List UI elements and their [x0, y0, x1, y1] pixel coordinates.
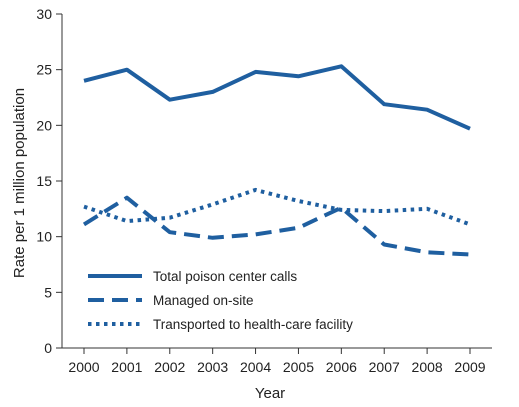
- x-tick-label: 2001: [111, 359, 142, 375]
- y-tick-label: 0: [44, 340, 52, 356]
- series-line-1: [83, 64, 471, 131]
- x-tick-label: 2009: [454, 359, 485, 375]
- y-axis-title: Rate per 1 million population: [11, 88, 28, 278]
- y-tick-label: 15: [36, 173, 52, 189]
- x-tick-label: 2007: [369, 359, 400, 375]
- x-tick-label: 2003: [197, 359, 228, 375]
- series-line-2: [82, 195, 471, 257]
- y-tick-label: 30: [36, 6, 52, 22]
- x-tick-label: 2004: [240, 359, 271, 375]
- legend-label-1: Total poison center calls: [153, 269, 297, 284]
- x-tick-label: 2002: [154, 359, 185, 375]
- x-tick-label: 2008: [412, 359, 443, 375]
- x-tick-label: 2000: [68, 359, 99, 375]
- x-tick-label: 2006: [326, 359, 357, 375]
- y-tick-label: 10: [36, 229, 52, 245]
- y-tick-label: 20: [36, 117, 52, 133]
- y-tick-label: 25: [36, 62, 52, 78]
- x-axis-title: Year: [255, 385, 285, 402]
- legend-label-2: Managed on-site: [153, 293, 254, 308]
- series-layer: [82, 64, 471, 257]
- series-line-3: [83, 187, 471, 227]
- axes: 0 5 10 15 20 25 30 2000 2001 2002 2003 2004 2005 2006…: [36, 6, 492, 375]
- legend: Total poison center calls Managed on-site…: [88, 269, 353, 332]
- legend-label-3: Transported to health-care facility: [153, 317, 353, 332]
- x-tick-label: 2005: [283, 359, 314, 375]
- y-tick-label: 5: [44, 284, 52, 300]
